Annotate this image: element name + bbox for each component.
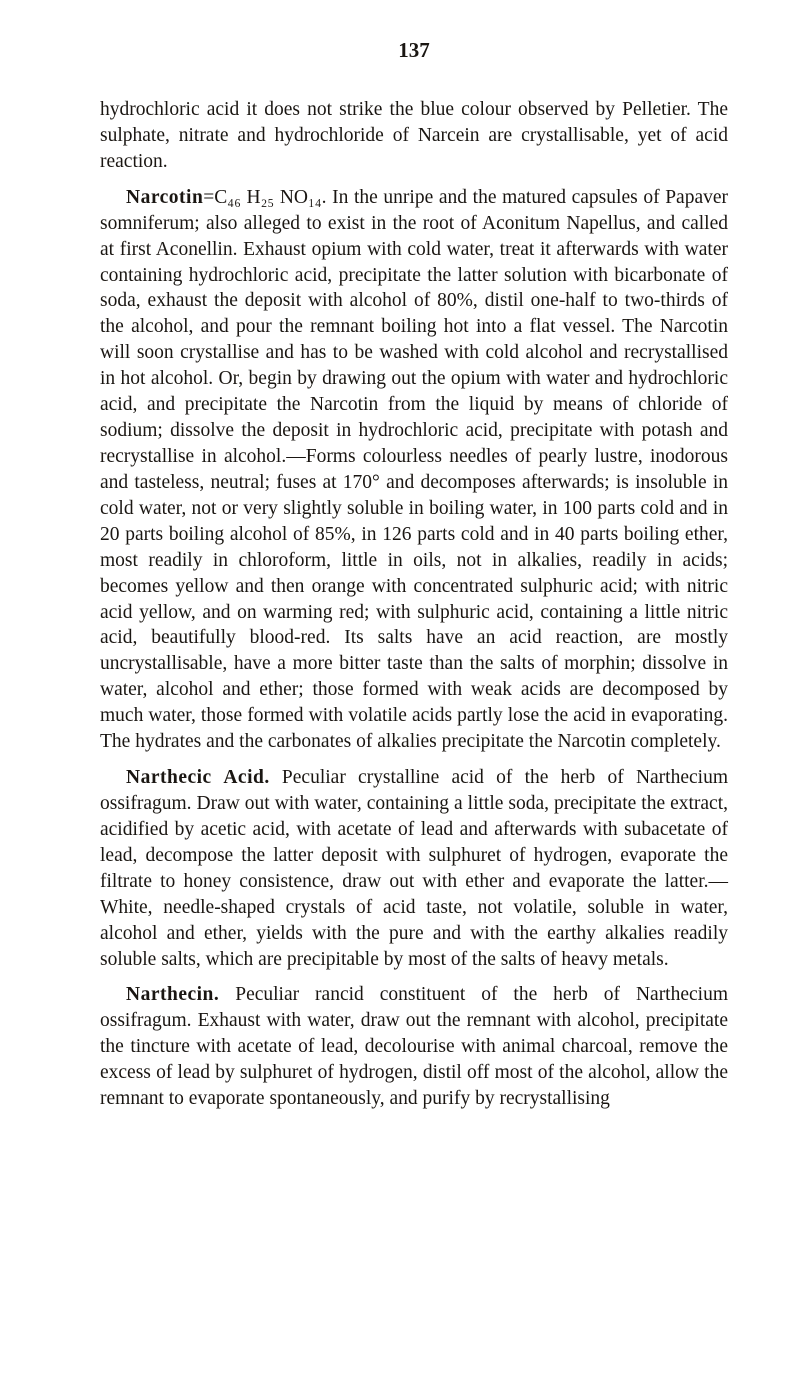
para-text: =C₄₆ H₂₅ NO₁₄. In the unripe and the mat… [100, 187, 728, 752]
paragraph-intro: hydrochloric acid it does not strike the… [100, 97, 728, 175]
paragraph-narthecin: Narthecin. Peculiar rancid constituent o… [100, 982, 728, 1112]
para-text: hydrochloric acid it does not strike the… [100, 99, 728, 172]
entry-head-narthecic: Narthecic Acid. [126, 767, 270, 788]
para-text: Peculiar crystalline acid of the herb of… [100, 767, 728, 969]
paragraph-narcotin: Narcotin=C₄₆ H₂₅ NO₁₄. In the unripe and… [100, 185, 728, 755]
page-number: 137 [100, 38, 728, 63]
paragraph-narthecic-acid: Narthecic Acid. Peculiar crystalline aci… [100, 765, 728, 972]
entry-head-narcotin: Narcotin [126, 187, 203, 208]
entry-head-narthecin: Narthecin. [126, 984, 219, 1005]
